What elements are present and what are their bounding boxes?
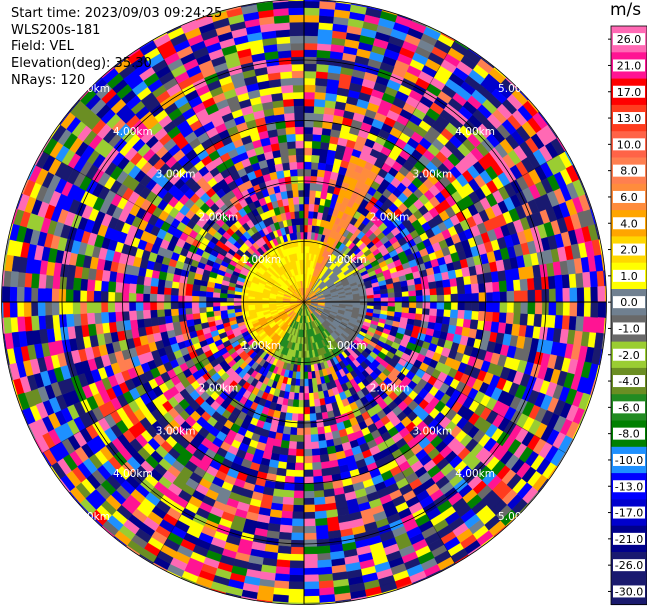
start-time: Start time: 2023/09/03 09:24:25 (11, 6, 222, 23)
colorbar-tick-label: 17.0 (617, 86, 642, 99)
colorbar-tick-label: 26.0 (617, 33, 642, 46)
range-ring-label: 1.00km (241, 254, 281, 266)
range-ring-label: 1.00km (241, 340, 281, 352)
colorbar-tick-label: -10.0 (615, 454, 643, 467)
scan-info: Start time: 2023/09/03 09:24:25 WLS200s-… (11, 6, 222, 90)
range-ring-label: 4.00km (113, 126, 153, 138)
colorbar-tick-label: -13.0 (615, 480, 643, 493)
colorbar-tick-label: -2.0 (618, 349, 639, 362)
colorbar: 26.0 21.0 17.0 13.0 10.0 8.0 6.0 4.0 2.0 1.0 0.0 -1… (608, 26, 647, 605)
colorbar-tick-label: 1.0 (620, 270, 638, 283)
colorbar-tick-label: -1.0 (618, 322, 639, 335)
range-ring-label: 2.00km (370, 383, 410, 395)
range-ring-label: 3.00km (156, 425, 196, 437)
range-ring-label: 3.00km (412, 169, 452, 181)
colorbar-tick-label: -30.0 (615, 585, 643, 598)
range-ring-label: 5.00km (498, 511, 538, 523)
range-ring-label: 5.00km (498, 83, 538, 95)
colorbar-tick-label: -26.0 (615, 559, 643, 572)
colorbar-tick-label: 2.0 (620, 244, 638, 257)
range-ring-label: 1.00km (327, 340, 367, 352)
colorbar-title: m/s (610, 0, 641, 20)
field-name: Field: VEL (11, 39, 222, 56)
colorbar-tick-label: 8.0 (620, 165, 638, 178)
range-ring-label: 4.00km (113, 468, 153, 480)
colorbar-tick-label: 13.0 (617, 112, 642, 125)
range-ring-label: 2.00km (199, 211, 239, 223)
range-ring-label: 5.00km (70, 511, 110, 523)
range-ring-label: 3.00km (156, 169, 196, 181)
range-ring-label: 3.00km (412, 425, 452, 437)
colorbar-tick-label: -4.0 (618, 375, 639, 388)
range-ring-label: 4.00km (455, 468, 495, 480)
colorbar-tick-label: -21.0 (615, 533, 643, 546)
range-ring-label: 2.00km (370, 211, 410, 223)
range-ring-label: 4.00km (455, 126, 495, 138)
colorbar-tick-label: 21.0 (617, 59, 642, 72)
colorbar-tick-label: -8.0 (618, 428, 639, 441)
nrays: NRays: 120 (11, 73, 222, 90)
colorbar-tick-label: 0.0 (620, 296, 638, 309)
colorbar-tick-label: 4.0 (620, 217, 638, 230)
colorbar-tick-label: 6.0 (620, 191, 638, 204)
colorbar-tick-label: -6.0 (618, 401, 639, 414)
colorbar-tick-label: -17.0 (615, 507, 643, 520)
colorbar-tick-label: 10.0 (617, 138, 642, 151)
range-ring-label: 2.00km (199, 383, 239, 395)
elevation: Elevation(deg): 35.30 (11, 56, 222, 73)
instrument-name: WLS200s-181 (11, 23, 222, 40)
range-ring-label: 1.00km (327, 254, 367, 266)
